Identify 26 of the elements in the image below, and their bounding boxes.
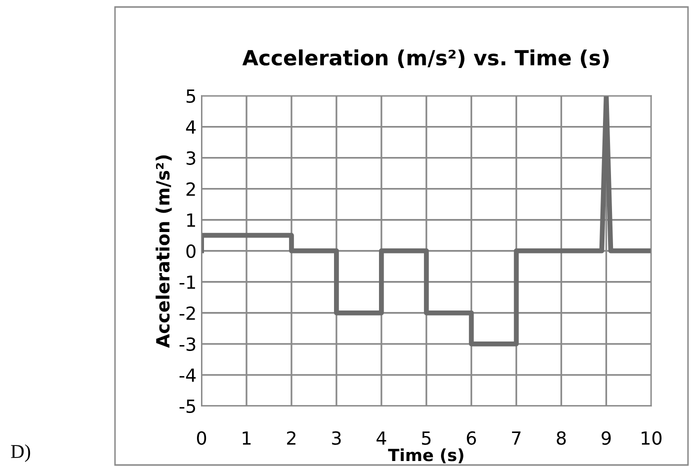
chart-title: Acceleration (m/s²) vs. Time (s)	[242, 49, 609, 68]
y-tick-label: 1	[187, 214, 196, 227]
x-tick-label: 4	[376, 431, 386, 445]
y-axis-title: Acceleration (m/s²)	[156, 155, 172, 348]
x-axis-title: Time (s)	[388, 448, 464, 464]
text: D)	[10, 444, 30, 462]
x-tick-label: 3	[332, 431, 341, 445]
x-tick-label: 1	[242, 431, 251, 445]
x-tick-label: 0	[196, 431, 206, 445]
x-tick-label: 2	[287, 431, 296, 445]
y-tick-label: -4	[180, 368, 196, 382]
y-tick-label: -2	[180, 306, 195, 320]
y-tick-label: 3	[186, 151, 196, 165]
x-tick-label: 7	[512, 431, 521, 445]
x-tick-label: 10	[642, 431, 662, 445]
y-tick-label: 5	[186, 90, 196, 103]
y-tick-label: 0	[186, 244, 196, 258]
x-tick-label: 6	[466, 431, 476, 445]
x-tick-label: 5	[422, 431, 431, 445]
x-tick-label: 9	[602, 431, 611, 445]
y-tick-label: -3	[180, 337, 196, 352]
y-tick-label: -5	[180, 400, 196, 414]
x-tick-label: 8	[556, 431, 566, 445]
y-tick-label: 4	[186, 120, 196, 134]
y-tick-label: -1	[180, 276, 196, 289]
y-tick-label: 2	[186, 182, 195, 196]
